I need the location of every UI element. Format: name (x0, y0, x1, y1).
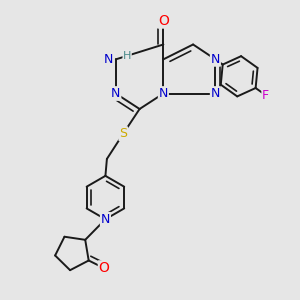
Text: N: N (104, 53, 113, 66)
Text: N: N (159, 87, 168, 100)
Text: O: O (99, 261, 110, 275)
Text: N: N (211, 53, 220, 66)
Text: N: N (211, 87, 220, 100)
Text: N: N (101, 213, 110, 226)
Text: N: N (111, 87, 121, 100)
Text: H: H (123, 51, 131, 61)
Text: O: O (158, 14, 169, 28)
Text: F: F (262, 89, 269, 102)
Text: S: S (119, 127, 127, 140)
